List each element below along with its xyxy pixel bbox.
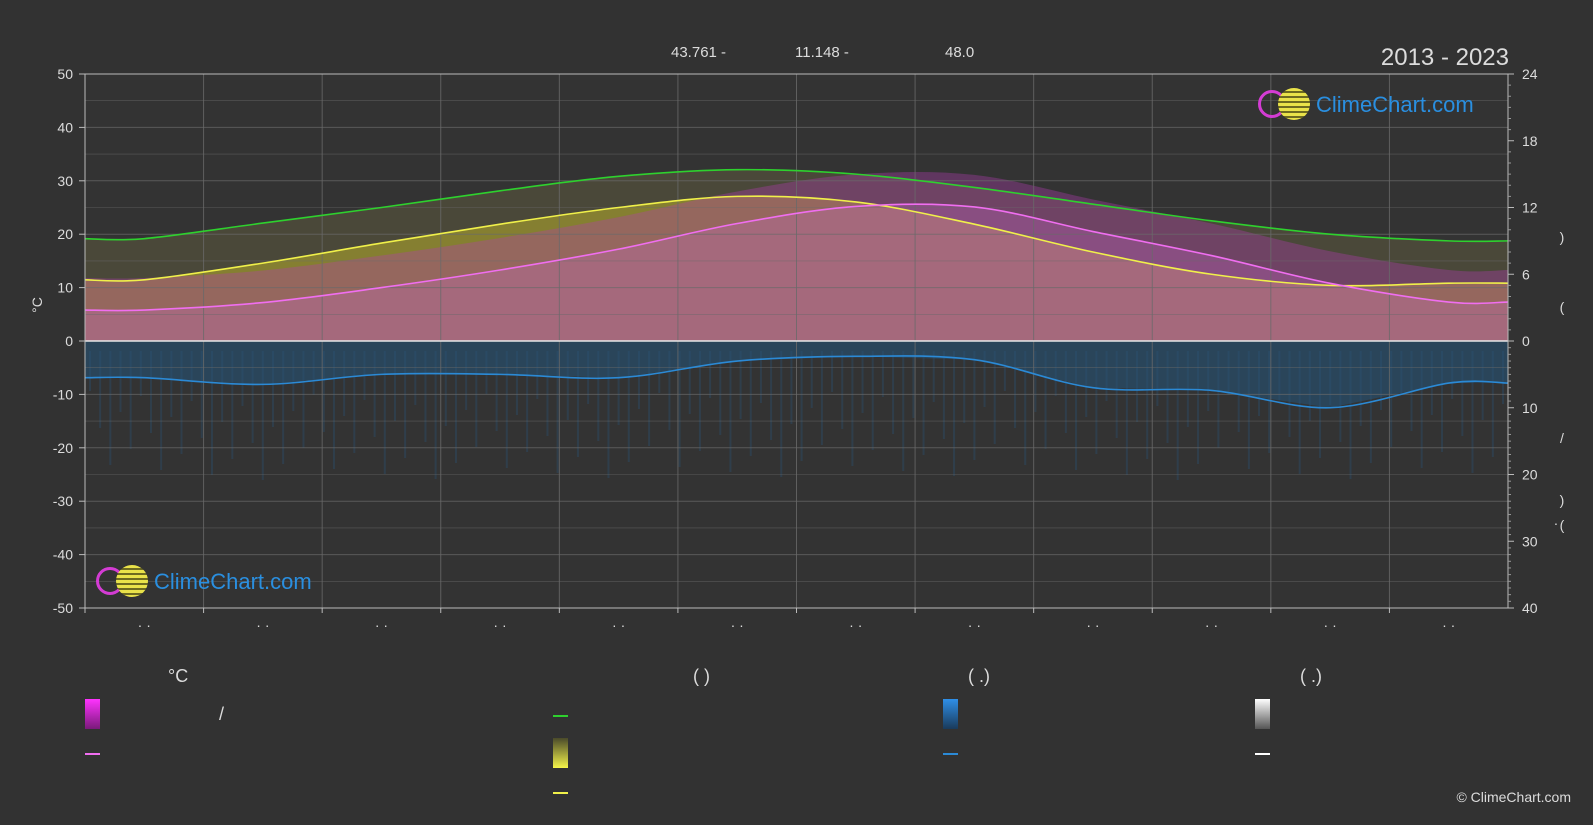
sunshine-line — [84, 195, 1509, 287]
right-hours-axis-label: ) — [1560, 229, 1565, 245]
right-precip-axis-label: ( — [1560, 517, 1565, 533]
x-tick-label: · · — [256, 617, 269, 633]
x-tick-label: · · — [968, 617, 981, 633]
legend-daylight-line — [553, 715, 568, 717]
x-tick-label: · · — [493, 617, 506, 633]
legend-temp-slash: / — [219, 704, 225, 724]
period-title: 2013 - 2023 — [1380, 44, 1509, 71]
logo-icon — [1258, 88, 1314, 122]
left-tick-label: -40 — [53, 547, 73, 563]
left-tick-label: -50 — [53, 600, 73, 616]
right-precip-axis-label: / — [1560, 430, 1564, 446]
right-hours-tick-label: 12 — [1522, 200, 1538, 216]
right-precip-tick-label: 10 — [1522, 400, 1538, 416]
right-hours-tick-label: 6 — [1522, 266, 1530, 282]
right-hours-tick-label: 0 — [1522, 333, 1530, 349]
brand-name: ClimeChart.com — [154, 569, 312, 594]
right-precip-tick-label: 30 — [1522, 533, 1538, 549]
x-tick-label: · · — [1086, 617, 1099, 633]
left-tick-label: -20 — [53, 440, 73, 456]
legend-rain-line — [943, 753, 958, 755]
daylight-line — [84, 168, 1509, 243]
legend-sunshine-line — [553, 792, 568, 794]
x-tick-label: · · — [138, 617, 151, 633]
x-tick-label: · · — [1442, 617, 1455, 633]
latitude-text: 43.761 - — [671, 44, 727, 61]
x-tick-label: · · — [849, 617, 862, 633]
left-tick-label: 40 — [57, 119, 73, 135]
brand-name: ClimeChart.com — [1316, 92, 1474, 117]
left-tick-label: -10 — [53, 386, 73, 402]
precipitation-line — [84, 355, 1509, 409]
x-tick-label: · · — [1324, 617, 1337, 633]
legend-rain-header: ( .) — [968, 666, 990, 686]
logo-icon — [96, 565, 152, 599]
legend-temp-mean-line — [85, 753, 100, 755]
legend-sunshine-swatch — [553, 738, 568, 768]
legend-snow-header: ( .) — [1300, 666, 1322, 686]
right-hours-tick-label: 24 — [1522, 66, 1538, 82]
left-tick-label: 10 — [57, 280, 73, 296]
left-tick-label: 20 — [57, 226, 73, 242]
left-tick-label: 0 — [65, 333, 73, 349]
elevation-text: 48.0 — [945, 44, 975, 61]
legend-snow-swatch — [1255, 699, 1270, 729]
brand-logo-top: ClimeChart.com — [1258, 88, 1474, 122]
legend-temp-range-swatch — [85, 699, 100, 729]
legend-temp-header: °C — [168, 666, 189, 686]
right-precip-tick-label: 40 — [1522, 600, 1538, 616]
x-tick-label: · · — [375, 617, 388, 633]
right-precip-tick-label: 20 — [1522, 467, 1538, 483]
left-axis-label: °C — [29, 297, 45, 313]
legend-rain-swatch — [943, 699, 958, 729]
x-tick-label: · · — [612, 617, 625, 633]
legend-snow-line — [1255, 753, 1270, 755]
brand-logo-bottom: ClimeChart.com — [96, 565, 312, 599]
x-tick-label: · · — [1205, 617, 1218, 633]
copyright-text: © ClimeChart.com — [1456, 789, 1571, 805]
right-hours-axis-label: ( — [1560, 299, 1565, 315]
temperature-mean-line — [84, 203, 1509, 312]
x-tick-label: · · — [731, 617, 744, 633]
left-tick-label: 30 — [57, 173, 73, 189]
right-hours-tick-label: 18 — [1522, 133, 1538, 149]
left-tick-label: -30 — [53, 493, 73, 509]
left-tick-label: 50 — [57, 66, 73, 82]
legend-sun-header: ( ) — [693, 666, 710, 686]
right-precip-axis-label: · — [1554, 515, 1559, 531]
right-precip-axis-label: ) — [1560, 492, 1565, 508]
longitude-text: 11.148 - — [795, 44, 849, 61]
